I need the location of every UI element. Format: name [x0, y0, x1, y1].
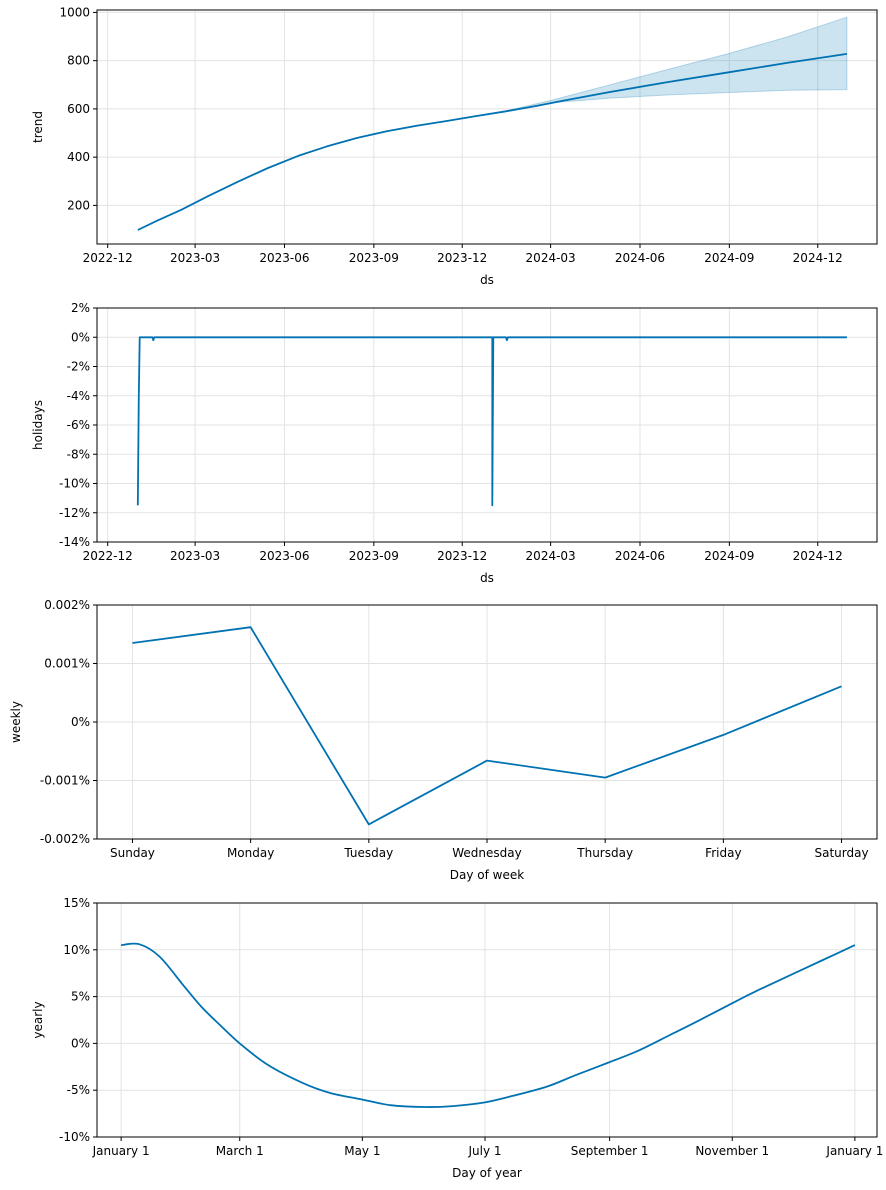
x-tick-label: Wednesday: [452, 846, 521, 860]
x-tick-label: 2024-09: [704, 251, 754, 265]
y-tick-label: 0%: [71, 1036, 90, 1050]
x-tick-label: 2023-03: [170, 549, 220, 563]
y-axis-label: weekly: [9, 701, 23, 743]
x-tick-label: 2024-03: [526, 549, 576, 563]
y-tick-label: -5%: [67, 1083, 90, 1097]
x-tick-label: 2023-06: [259, 549, 309, 563]
x-tick-label: January 1: [92, 1144, 150, 1158]
y-axis-label: trend: [31, 111, 45, 143]
x-tick-label: 2023-12: [437, 549, 487, 563]
series-line-holidays: [136, 336, 847, 507]
x-tick-label: 2024-06: [615, 251, 665, 265]
x-tick-label: 2023-03: [170, 251, 220, 265]
x-axis-label: Day of year: [452, 1166, 522, 1180]
x-tick-label: 2024-12: [793, 549, 843, 563]
x-tick-label: January 1: [825, 1144, 883, 1158]
y-axis-label: holidays: [31, 400, 45, 450]
y-tick-label: 0.001%: [44, 657, 90, 671]
plot-frame: [96, 902, 878, 1138]
x-tick-label: Sunday: [110, 846, 155, 860]
x-tick-label: 2022-12: [83, 549, 133, 563]
y-tick-label: 0.002%: [44, 598, 90, 612]
y-tick-label: 400: [67, 150, 90, 164]
x-tick-label: 2023-12: [437, 251, 487, 265]
chart-panel-weekly: Sunday Monday Tuesday Wednesday Thursday Frid…: [9, 598, 878, 882]
y-tick-label: 1000: [59, 5, 90, 19]
y-tick-label: -12%: [59, 506, 90, 520]
x-tick-label: 2023-09: [349, 251, 399, 265]
x-tick-label: 2024-12: [793, 251, 843, 265]
x-tick-label: Saturday: [815, 846, 869, 860]
y-tick-label: -6%: [67, 418, 90, 432]
x-axis-label: Day of week: [450, 868, 524, 882]
chart-panel-yearly: January 1 March 1 May 1 July 1 September 1 No…: [31, 896, 883, 1180]
x-axis-label: ds: [480, 571, 494, 585]
plot-frame: [96, 9, 878, 245]
y-tick-label: -2%: [67, 360, 90, 374]
x-tick-label: 2024-03: [526, 251, 576, 265]
x-tick-label: 2022-12: [83, 251, 133, 265]
y-tick-label: 5%: [71, 990, 90, 1004]
y-tick-label: -0.002%: [40, 832, 90, 846]
y-tick-label: -0.001%: [40, 774, 90, 788]
y-tick-label: 0%: [71, 715, 90, 729]
y-tick-label: 2%: [71, 301, 90, 315]
y-tick-label: -14%: [59, 535, 90, 549]
y-tick-label: 10%: [63, 943, 90, 957]
chart-panel-trend: 2022-12 2023-03 2023-06 2023-09 2023-12 2024-…: [31, 5, 878, 287]
x-tick-label: 2023-09: [349, 549, 399, 563]
x-tick-label: 2023-06: [259, 251, 309, 265]
chart-panel-holidays: 2022-12 2023-03 2023-06 2023-09 2023-12 2024-…: [31, 301, 878, 585]
uncertainty-band: [505, 16, 848, 113]
y-tick-label: 800: [67, 54, 90, 68]
x-tick-label: March 1: [216, 1144, 264, 1158]
y-tick-label: -10%: [59, 1130, 90, 1144]
x-tick-label: September 1: [571, 1144, 649, 1158]
x-tick-label: Friday: [705, 846, 741, 860]
y-tick-label: -8%: [67, 447, 90, 461]
x-axis-label: ds: [480, 273, 494, 287]
x-tick-label: July 1: [467, 1144, 501, 1158]
x-tick-label: Thursday: [576, 846, 633, 860]
x-tick-label: November 1: [695, 1144, 769, 1158]
x-tick-label: 2024-09: [704, 549, 754, 563]
x-tick-label: Monday: [227, 846, 274, 860]
y-tick-label: 600: [67, 102, 90, 116]
y-tick-label: -10%: [59, 477, 90, 491]
series-line-trend: [137, 53, 848, 231]
x-tick-label: 2024-06: [615, 549, 665, 563]
y-tick-label: -4%: [67, 389, 90, 403]
y-tick-label: 200: [67, 198, 90, 212]
x-tick-label: May 1: [344, 1144, 380, 1158]
y-tick-label: 0%: [71, 330, 90, 344]
y-axis-label: yearly: [31, 1001, 45, 1038]
series-line-yearly: [121, 942, 856, 1108]
series-line-weekly: [132, 626, 842, 826]
x-tick-label: Tuesday: [343, 846, 393, 860]
y-tick-label: 15%: [63, 896, 90, 910]
